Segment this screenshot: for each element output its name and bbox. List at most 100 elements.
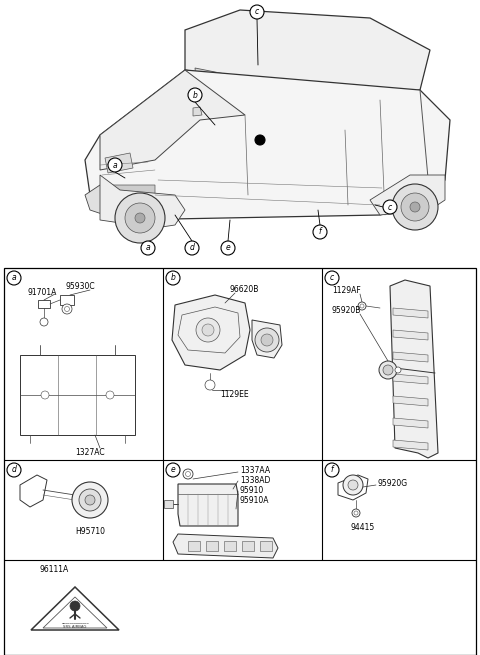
Polygon shape [252, 320, 282, 358]
Circle shape [106, 391, 114, 399]
Circle shape [401, 193, 429, 221]
Circle shape [221, 241, 235, 255]
Circle shape [108, 158, 122, 172]
Polygon shape [393, 330, 428, 340]
Bar [242, 541, 254, 551]
Text: H95710: H95710 [75, 527, 105, 536]
Circle shape [348, 480, 358, 490]
Circle shape [40, 318, 48, 326]
Text: 96620B: 96620B [230, 285, 259, 294]
Text: 1338AD: 1338AD [240, 476, 270, 485]
Circle shape [360, 304, 364, 308]
Polygon shape [393, 352, 428, 362]
Polygon shape [164, 500, 173, 508]
Circle shape [185, 241, 199, 255]
Circle shape [7, 271, 21, 285]
Circle shape [255, 135, 265, 145]
Polygon shape [245, 78, 350, 130]
Polygon shape [31, 587, 119, 630]
Polygon shape [185, 10, 430, 100]
Circle shape [343, 475, 363, 495]
Circle shape [188, 88, 202, 102]
Circle shape [392, 184, 438, 230]
Text: 94415: 94415 [351, 523, 375, 532]
Text: 95920G: 95920G [378, 479, 408, 488]
Polygon shape [100, 70, 245, 170]
Circle shape [313, 225, 327, 239]
Circle shape [7, 463, 21, 477]
Polygon shape [172, 295, 250, 370]
Circle shape [141, 241, 155, 255]
Polygon shape [85, 185, 158, 220]
Circle shape [115, 193, 165, 243]
Text: 1337AA: 1337AA [240, 466, 270, 475]
Text: c: c [388, 202, 392, 212]
Circle shape [395, 367, 401, 373]
Circle shape [166, 463, 180, 477]
Circle shape [383, 200, 397, 214]
Polygon shape [345, 90, 420, 130]
Text: c: c [255, 7, 259, 16]
Bar [224, 541, 236, 551]
Circle shape [325, 271, 339, 285]
Text: 1129EE: 1129EE [220, 390, 249, 399]
Text: a: a [113, 160, 117, 170]
Text: c: c [330, 274, 334, 282]
Circle shape [202, 324, 214, 336]
Text: 95910A: 95910A [240, 496, 269, 505]
Circle shape [166, 271, 180, 285]
Bar [4, 268, 476, 655]
Circle shape [196, 318, 220, 342]
Polygon shape [85, 70, 450, 220]
Circle shape [185, 472, 191, 476]
Circle shape [379, 361, 397, 379]
Circle shape [79, 489, 101, 511]
Polygon shape [390, 280, 438, 458]
Text: 95920B: 95920B [332, 306, 361, 315]
Polygon shape [100, 175, 185, 228]
Circle shape [62, 304, 72, 314]
Circle shape [250, 5, 264, 19]
Polygon shape [173, 534, 278, 558]
Text: e: e [170, 466, 175, 474]
Text: f: f [319, 227, 321, 236]
Bar [188, 541, 200, 551]
Polygon shape [370, 175, 445, 215]
Circle shape [358, 302, 366, 310]
Polygon shape [193, 107, 202, 116]
Text: d: d [12, 466, 16, 474]
Circle shape [70, 601, 80, 611]
Polygon shape [102, 185, 155, 200]
Text: a: a [146, 244, 150, 252]
Circle shape [325, 463, 339, 477]
Polygon shape [393, 396, 428, 406]
Text: 95910: 95910 [240, 486, 264, 495]
Circle shape [383, 365, 393, 375]
Circle shape [85, 495, 95, 505]
Text: d: d [190, 244, 194, 252]
Text: 1129AF: 1129AF [332, 286, 361, 295]
Text: f: f [331, 466, 333, 474]
Polygon shape [393, 308, 428, 318]
Polygon shape [178, 484, 238, 526]
Bar [206, 541, 218, 551]
Circle shape [261, 334, 273, 346]
Circle shape [41, 391, 49, 399]
Circle shape [183, 469, 193, 479]
Polygon shape [43, 597, 107, 628]
Circle shape [125, 203, 155, 233]
Text: b: b [192, 90, 197, 100]
Text: 95930C: 95930C [65, 282, 95, 291]
Bar [260, 541, 272, 551]
Text: 91701A: 91701A [28, 288, 58, 297]
Text: a: a [12, 274, 16, 282]
Circle shape [72, 482, 108, 518]
Polygon shape [393, 418, 428, 428]
Circle shape [135, 213, 145, 223]
Polygon shape [393, 374, 428, 384]
Text: 96111A: 96111A [40, 565, 69, 574]
Circle shape [354, 511, 358, 515]
Circle shape [64, 307, 70, 312]
Polygon shape [393, 440, 428, 450]
Text: SRS AIRBAG: SRS AIRBAG [63, 625, 87, 629]
